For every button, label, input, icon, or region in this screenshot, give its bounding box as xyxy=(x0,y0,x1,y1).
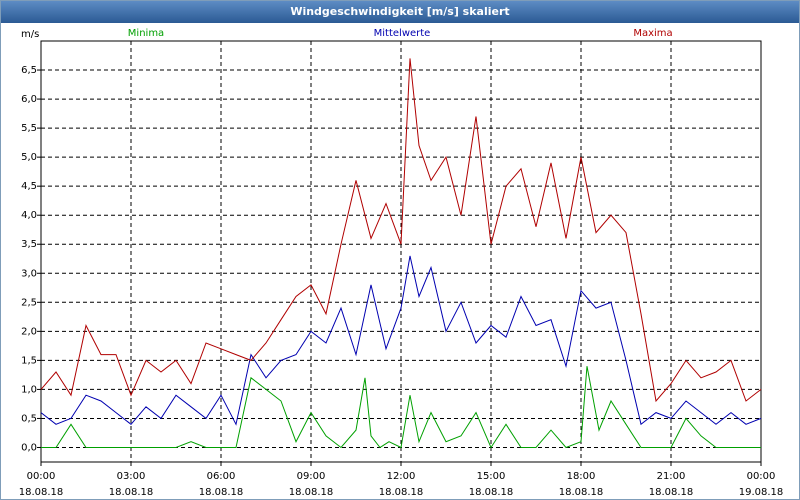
x-tick-time: 00:00 xyxy=(747,471,776,482)
y-tick-label: 0,5 xyxy=(21,413,37,424)
axis-labels: 0,0 0,5 1,0 1,5 2,0 2,5 3,0 3,5 4,0 4,5 5,0 5,5 6,0 6… xyxy=(19,28,784,498)
x-tick-time: 06:00 xyxy=(207,471,236,482)
axes xyxy=(37,40,762,466)
series-line-maxima xyxy=(40,58,762,403)
x-tick-date: 18.08.18 xyxy=(649,487,694,498)
x-tick-time: 15:00 xyxy=(477,471,506,482)
x-tick-date: 18.08.18 xyxy=(289,487,334,498)
x-tick-time: 18:00 xyxy=(567,471,596,482)
x-tick-date: 18.08.18 xyxy=(199,487,244,498)
x-tick-date: 18.08.18 xyxy=(109,487,154,498)
x-tick-time: 21:00 xyxy=(657,471,686,482)
x-tick-date: 19.08.18 xyxy=(739,487,784,498)
x-tick-date: 18.08.18 xyxy=(19,487,64,498)
y-tick-label: 1,0 xyxy=(21,384,37,395)
legend-minima: Minima xyxy=(128,28,164,39)
chart-area: 0,0 0,5 1,0 1,5 2,0 2,5 3,0 3,5 4,0 4,5 5,0 5,5 6,0 6… xyxy=(19,28,784,498)
series-line-minima xyxy=(41,366,761,449)
y-tick-label: 3,0 xyxy=(21,268,37,279)
x-tick-date: 18.08.18 xyxy=(559,487,604,498)
y-tick-label: 0,0 xyxy=(21,442,37,453)
x-tick-time: 12:00 xyxy=(387,471,416,482)
legend-mittelwerte: Mittelwerte xyxy=(374,28,431,39)
plot-border xyxy=(40,40,762,463)
y-tick-label: 4,0 xyxy=(21,210,37,221)
x-tick-date: 18.08.18 xyxy=(379,487,424,498)
y-tick-label: 3,5 xyxy=(21,239,37,250)
y-tick-label: 2,5 xyxy=(21,297,37,308)
y-tick-label: 6,5 xyxy=(21,65,37,76)
y-tick-label: 6,0 xyxy=(21,94,37,105)
y-tick-label: 1,5 xyxy=(21,355,37,366)
x-tick-time: 00:00 xyxy=(27,471,56,482)
y-tick-label: 4,5 xyxy=(21,181,37,192)
y-tick-label: 5,5 xyxy=(21,123,37,134)
legend-maxima: Maxima xyxy=(633,28,672,39)
x-tick-date: 18.08.18 xyxy=(469,487,514,498)
window-title: Windgeschwindigkeit [m/s] skaliert xyxy=(1,1,799,23)
x-tick-time: 03:00 xyxy=(117,471,146,482)
grid xyxy=(41,41,761,462)
series-line-mittelwerte xyxy=(40,255,762,426)
x-tick-time: 09:00 xyxy=(297,471,326,482)
y-tick-label: 5,0 xyxy=(21,152,37,163)
y-tick-label: 2,0 xyxy=(21,326,37,337)
y-axis-label: m/s xyxy=(21,29,39,40)
series-group xyxy=(40,58,762,449)
